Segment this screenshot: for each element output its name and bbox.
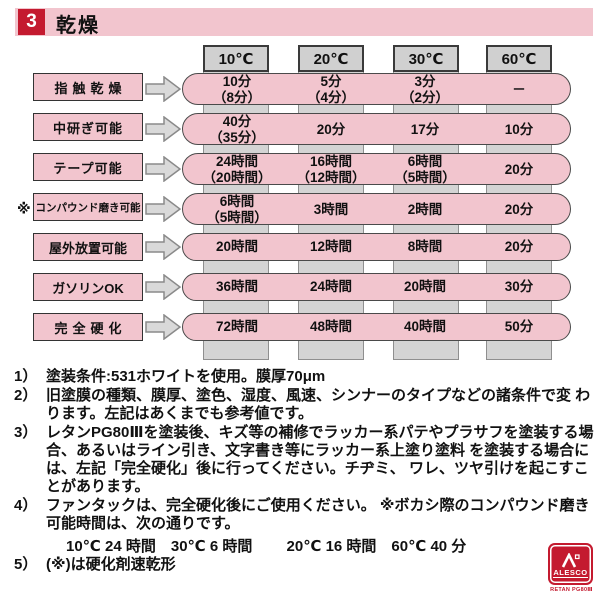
cell-value: 5分 （4分） — [306, 74, 355, 105]
cell-value: 8時間 — [407, 239, 443, 255]
temp-header: 20℃ — [298, 45, 364, 72]
cell-value: 6時間 （5時間） — [206, 194, 268, 225]
row-pill: 10分 （8分） 5分 （4分） 3分 （2分） － — [182, 73, 571, 105]
row-pill: 36時間 24時間 20時間 30分 — [182, 273, 571, 301]
row-label: コンパウンド磨き可能 — [33, 193, 143, 221]
note-number: 1） — [14, 368, 38, 385]
table-row: ※ コンパウンド磨き可能 6時間 （5時間） 3時間 2時間 20分 — [0, 193, 600, 225]
table-row: 屋外放置可能 20時間 12時間 8時間 20分 — [0, 233, 600, 261]
cell-value: 10分 — [504, 121, 534, 137]
row-label: ガソリンOK — [33, 273, 143, 301]
cell-value: 72時間 — [215, 319, 259, 335]
note-item: 3） レタンPG80Ⅲを塗装後、キズ等の補修でラッカー系パテやプラサフを塗装する… — [14, 424, 594, 496]
arrow-right-icon — [145, 76, 181, 102]
table-row: テープ可能 24時間 （20時間） 16時間 （12時間） 6時間 （5時間） … — [0, 153, 600, 185]
arrow-right-icon — [145, 234, 181, 260]
alesco-lambda-icon — [561, 553, 580, 568]
logo-product-text: RETAN PG80Ⅲ — [550, 587, 593, 593]
page-title: 乾燥 — [56, 15, 100, 37]
cell-value: 50分 — [504, 319, 534, 335]
asterisk-marker: ※ — [17, 200, 31, 217]
arrow-right-icon — [145, 314, 181, 340]
note-text: 旧塗膜の種類、膜厚、塗色、湿度、風速、シンナーのタイプなどの諸条件で変 わります… — [46, 387, 591, 422]
cell-value: 3分 （2分） — [400, 74, 449, 105]
note-text: (※)は硬化剤速乾形 — [46, 556, 176, 573]
footnotes: 1） 塗装条件:531ホワイトを使用。膜厚70μm 2） 旧塗膜の種類、膜厚、塗… — [14, 368, 594, 575]
cell-value: 20時間 — [403, 279, 447, 295]
note-text: レタンPG80Ⅲを塗装後、キズ等の補修でラッカー系パテやプラサフを塗装する場合、… — [46, 424, 594, 495]
alesco-brand-text: ALESCO — [553, 568, 588, 578]
cell-value: 20時間 — [215, 239, 259, 255]
arrow-right-icon — [145, 274, 181, 300]
cell-value: 12時間 — [309, 239, 353, 255]
row-pill: 24時間 （20時間） 16時間 （12時間） 6時間 （5時間） 20分 — [182, 153, 571, 185]
cell-value: 36時間 — [215, 279, 259, 295]
note-text: 塗装条件:531ホワイトを使用。膜厚70μm — [46, 368, 326, 385]
temp-header: 10℃ — [203, 45, 269, 72]
cell-value: 24時間 （20時間） — [202, 154, 272, 185]
note-number: 5） — [14, 556, 38, 573]
cell-value: 10分 （8分） — [212, 74, 261, 105]
table-row: 完全硬化 72時間 48時間 40時間 50分 — [0, 313, 600, 341]
cell-value: 6時間 （5時間） — [394, 154, 456, 185]
cell-value: 40分 （35分） — [209, 114, 265, 145]
temp-header: 60℃ — [486, 45, 552, 72]
cell-value: 2時間 — [407, 201, 443, 217]
row-pill: 6時間 （5時間） 3時間 2時間 20分 — [182, 193, 571, 225]
row-label: 指触乾燥 — [33, 73, 143, 101]
arrow-right-icon — [145, 156, 181, 182]
row-pill: 72時間 48時間 40時間 50分 — [182, 313, 571, 341]
cell-value: － — [512, 81, 526, 97]
row-pill: 40分 （35分） 20分 17分 10分 — [182, 113, 571, 145]
note4-temperature-times: 10℃ 24 時間 30℃ 6 時間 20℃ 16 時間 60℃ 40 分 — [66, 538, 467, 555]
note-item: 2） 旧塗膜の種類、膜厚、塗色、湿度、風速、シンナーのタイプなどの諸条件で変 わ… — [14, 387, 594, 423]
note-item: 4） ファンタックは、完全硬化後にご使用ください。 ※ボカシ際のコンパウンド磨き… — [14, 497, 594, 533]
alesco-logo: ALESCO RETAN PG80Ⅲ — [548, 543, 595, 593]
arrow-right-icon — [145, 196, 181, 222]
cell-value: 16時間 （12時間） — [296, 154, 366, 185]
row-label: 完全硬化 — [33, 313, 143, 341]
section-title-band — [15, 8, 593, 36]
row-pill: 20時間 12時間 8時間 20分 — [182, 233, 571, 261]
row-label: 中研ぎ可能 — [33, 113, 143, 141]
cell-value: 24時間 — [309, 279, 353, 295]
table-row: ガソリンOK 36時間 24時間 20時間 30分 — [0, 273, 600, 301]
cell-value: 20分 — [504, 201, 534, 217]
section-number-badge: 3 — [18, 9, 45, 35]
row-label: テープ可能 — [33, 153, 143, 181]
note-number: 4） — [14, 497, 38, 514]
cell-value: 20分 — [316, 121, 346, 137]
arrow-right-icon — [145, 116, 181, 142]
note-text: ファンタックは、完全硬化後にご使用ください。 ※ボカシ際のコンパウンド磨き可能時… — [46, 497, 590, 532]
cell-value: 20分 — [504, 161, 534, 177]
row-label: 屋外放置可能 — [33, 233, 143, 261]
note-item: 1） 塗装条件:531ホワイトを使用。膜厚70μm — [14, 368, 594, 386]
cell-value: 20分 — [504, 239, 534, 255]
cell-value: 30分 — [504, 279, 534, 295]
note-item: 5） (※)は硬化剤速乾形 — [14, 556, 594, 574]
cell-value: 40時間 — [403, 319, 447, 335]
table-row: 指触乾燥 10分 （8分） 5分 （4分） 3分 （2分） － — [0, 73, 600, 105]
cell-value: 17分 — [410, 121, 440, 137]
table-row: 中研ぎ可能 40分 （35分） 20分 17分 10分 — [0, 113, 600, 145]
note-number: 2） — [14, 387, 38, 404]
alesco-logo-box: ALESCO — [548, 543, 593, 585]
cell-value: 3時間 — [313, 201, 349, 217]
temp-header: 30℃ — [393, 45, 459, 72]
note-number: 3） — [14, 424, 38, 441]
cell-value: 48時間 — [309, 319, 353, 335]
